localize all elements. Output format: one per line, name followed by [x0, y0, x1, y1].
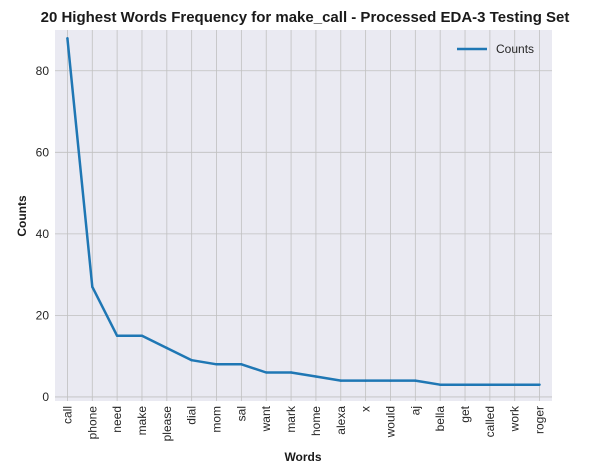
data-point — [314, 375, 318, 378]
x-axis-label: Words — [284, 450, 321, 464]
x-tick-label: aj — [408, 406, 422, 415]
data-point — [265, 371, 268, 374]
data-point — [66, 36, 69, 40]
x-tick-label: work — [508, 405, 522, 432]
data-point — [339, 379, 342, 382]
data-point — [538, 383, 541, 386]
data-point — [463, 383, 467, 386]
x-tick-label: home — [309, 406, 323, 436]
x-tick-label: called — [483, 406, 497, 437]
grid-lines — [55, 30, 552, 401]
data-point — [414, 379, 417, 382]
y-tick-label: 0 — [42, 390, 49, 404]
x-tick-label: phone — [85, 406, 99, 440]
data-point — [190, 359, 193, 362]
x-tick-label: would — [383, 406, 397, 438]
x-tick-label: sal — [234, 406, 248, 421]
x-tick-label: roger — [533, 406, 547, 434]
x-tick-label: bella — [433, 406, 447, 432]
chart-title: 20 Highest Words Frequency for make_call… — [41, 9, 570, 26]
x-tick-labels: call phone need make please dial mom sal want mar… — [60, 405, 546, 441]
series-line — [66, 38, 540, 386]
legend: Counts — [457, 42, 534, 56]
data-point — [513, 383, 516, 386]
x-tick-label: get — [458, 405, 472, 422]
x-tick-label: please — [160, 406, 174, 442]
y-tick-label: 60 — [36, 145, 50, 159]
data-point — [165, 346, 169, 350]
data-point — [215, 363, 218, 366]
x-tick-label: call — [60, 406, 74, 424]
legend-label: Counts — [496, 42, 534, 56]
x-tick-label: mom — [210, 406, 224, 433]
series-group — [66, 36, 541, 386]
data-point — [389, 379, 392, 382]
plot-area — [55, 30, 552, 401]
y-tick-label: 80 — [36, 64, 50, 78]
data-point — [488, 383, 492, 386]
x-tick-label: alexa — [334, 406, 348, 435]
x-tick-label: need — [110, 406, 124, 433]
data-point — [289, 371, 293, 374]
data-point — [240, 363, 243, 366]
x-tick-label: make — [135, 406, 149, 436]
data-point — [91, 285, 94, 289]
y-tick-label: 20 — [36, 308, 50, 322]
x-tick-label: want — [259, 405, 273, 432]
y-axis-label: Counts — [15, 195, 29, 237]
y-tick-labels: 0 20 40 60 80 — [36, 64, 50, 404]
x-tick-label: x — [359, 406, 373, 412]
x-tick-label: mark — [284, 405, 298, 433]
data-point — [140, 334, 144, 337]
x-tick-label: dial — [185, 406, 199, 425]
y-tick-label: 40 — [36, 227, 50, 241]
data-point — [438, 383, 442, 386]
data-point — [115, 334, 119, 337]
data-point — [364, 379, 367, 382]
